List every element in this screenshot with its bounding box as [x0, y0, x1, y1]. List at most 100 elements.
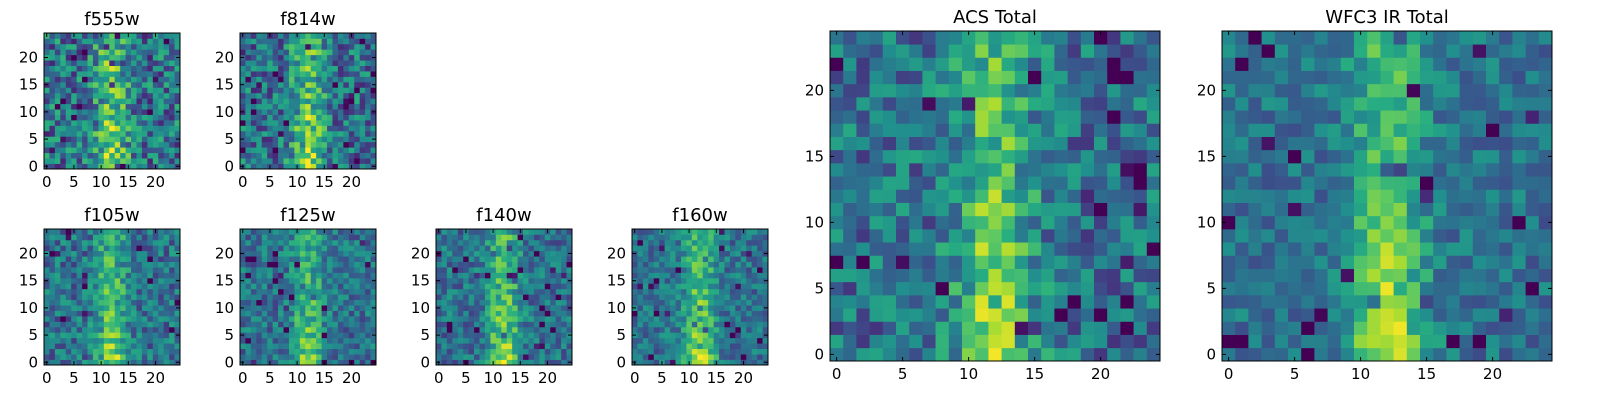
heatmap-cell — [539, 316, 546, 322]
heatmap-cell — [294, 65, 301, 72]
heatmap-cell — [533, 343, 540, 350]
heatmap-cell — [506, 294, 513, 301]
heatmap-cell — [468, 316, 475, 322]
heatmap-cell — [245, 92, 252, 99]
heatmap-cell — [272, 49, 279, 56]
heatmap-cell — [272, 234, 279, 241]
heatmap-cell — [869, 347, 884, 362]
heatmap-cell — [305, 267, 312, 273]
heatmap-cell — [169, 87, 175, 94]
heatmap-cell — [1014, 268, 1029, 283]
heatmap-cell — [528, 305, 535, 311]
heatmap-cell — [653, 332, 660, 339]
heatmap-cell — [517, 288, 524, 295]
heatmap-cell — [337, 81, 344, 88]
heatmap-cell — [272, 125, 279, 132]
heatmap-cell — [1354, 281, 1368, 296]
heatmap-cell — [555, 332, 562, 339]
heatmap-cell — [501, 348, 508, 355]
heatmap-cell — [1133, 83, 1148, 98]
heatmap-cell — [632, 354, 638, 360]
heatmap-cell — [1014, 70, 1029, 85]
heatmap-cell — [305, 245, 312, 252]
heatmap-cell — [1420, 321, 1434, 335]
heatmap-cell — [648, 245, 655, 252]
heatmap-cell — [261, 60, 268, 66]
heatmap-cell — [550, 332, 557, 339]
heatmap-cell — [484, 234, 491, 241]
heatmap-cell — [250, 277, 257, 284]
heatmap-cell — [316, 267, 322, 273]
heatmap-cell — [1107, 229, 1121, 243]
heatmap-cell — [299, 294, 306, 301]
heatmap-cell — [152, 43, 159, 50]
heatmap-cell — [136, 229, 143, 235]
heatmap-cell — [446, 332, 453, 339]
heatmap-cell — [44, 38, 50, 45]
heatmap-cell — [305, 316, 312, 322]
heatmap-cell — [278, 256, 284, 262]
y-tick-label: 15 — [19, 76, 38, 94]
heatmap-cell — [310, 130, 317, 137]
heatmap-cell — [76, 343, 83, 350]
heatmap-cell — [256, 92, 263, 99]
heatmap-cell — [49, 272, 56, 279]
heatmap-cell — [278, 234, 284, 241]
heatmap-cell — [1406, 176, 1421, 190]
heatmap-cell — [136, 321, 143, 328]
heatmap-cell — [441, 277, 448, 284]
heatmap-cell — [278, 92, 284, 99]
heatmap-cell — [533, 239, 540, 246]
heatmap-cell — [1107, 136, 1121, 151]
heatmap-cell — [131, 152, 137, 159]
heatmap-cell — [962, 295, 976, 309]
heatmap-cell — [125, 288, 132, 295]
heatmap-cell — [82, 125, 88, 132]
heatmap-cell — [675, 277, 682, 284]
heatmap-cell — [163, 288, 170, 295]
heatmap-cell — [555, 245, 562, 252]
heatmap-cell — [1433, 176, 1447, 190]
heatmap-cell — [988, 242, 1002, 256]
heatmap-cell — [962, 189, 976, 203]
heatmap-cell — [463, 277, 469, 284]
heatmap-cell — [882, 189, 897, 203]
heatmap-cell — [152, 49, 159, 56]
heatmap-cell — [92, 234, 99, 241]
heatmap-cell — [120, 288, 126, 295]
heatmap-cell — [365, 87, 371, 94]
heatmap-cell — [147, 261, 154, 268]
heatmap-cell — [267, 234, 273, 241]
heatmap-cell — [337, 92, 344, 99]
heatmap-cell — [60, 54, 67, 61]
heatmap-cell — [468, 332, 475, 339]
heatmap-cell — [147, 120, 154, 126]
heatmap-cell — [321, 147, 328, 154]
heatmap-cell — [561, 294, 567, 301]
heatmap-cell — [354, 321, 361, 328]
heatmap-cell — [735, 250, 742, 257]
heatmap-cell — [98, 103, 105, 110]
heatmap-cell — [65, 267, 72, 273]
heatmap-cell — [125, 299, 132, 306]
heatmap-cell — [474, 288, 480, 295]
heatmap-cell — [359, 81, 366, 88]
heatmap-cell — [740, 294, 747, 301]
heatmap-cell — [82, 103, 88, 110]
heatmap-cell — [103, 256, 110, 262]
heatmap-cell — [240, 283, 246, 290]
heatmap-cell — [272, 326, 279, 333]
y-tick-label: 10 — [19, 103, 38, 121]
heatmap-cell — [278, 152, 284, 159]
heatmap-cell — [169, 261, 175, 268]
heatmap-cell — [245, 337, 252, 344]
heatmap-cell — [757, 267, 763, 273]
heatmap-cell — [1314, 308, 1328, 322]
heatmap-cell — [109, 120, 116, 126]
heatmap-cell — [561, 245, 567, 252]
heatmap-cell — [120, 354, 126, 360]
heatmap-cell — [680, 294, 687, 301]
heatmap-cell — [152, 98, 159, 105]
heatmap-cell — [365, 33, 371, 39]
heatmap-cell — [44, 158, 50, 164]
